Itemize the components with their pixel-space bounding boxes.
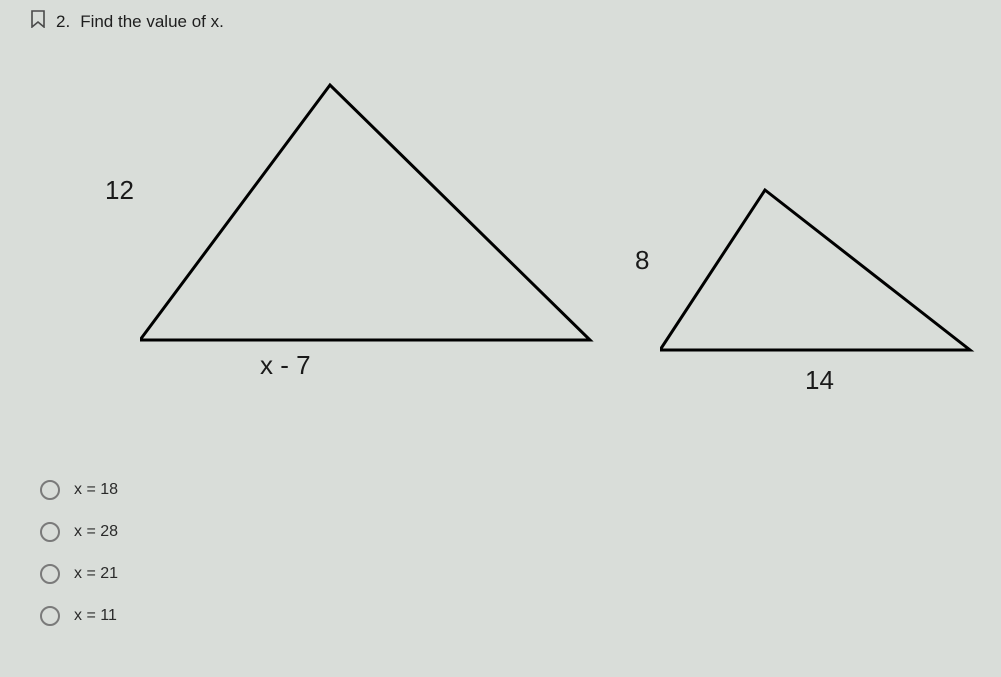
option-a[interactable]: x = 18 xyxy=(40,480,118,500)
bookmark-icon[interactable] xyxy=(30,10,46,33)
option-label: x = 28 xyxy=(74,523,118,541)
triangle-small-left-label: 8 xyxy=(635,245,649,276)
radio-icon xyxy=(40,564,60,584)
option-label: x = 11 xyxy=(74,607,117,625)
figure-area: 12 x - 7 8 14 xyxy=(60,50,980,440)
triangle-small-bottom-label: 14 xyxy=(805,365,834,396)
option-label: x = 18 xyxy=(74,481,118,499)
answer-options: x = 18 x = 28 x = 21 x = 11 xyxy=(40,480,118,626)
triangle-large xyxy=(140,70,600,350)
option-d[interactable]: x = 11 xyxy=(40,606,118,626)
option-b[interactable]: x = 28 xyxy=(40,522,118,542)
option-label: x = 21 xyxy=(74,565,118,583)
radio-icon xyxy=(40,606,60,626)
radio-icon xyxy=(40,522,60,542)
triangle-small xyxy=(660,180,980,360)
question-text: Find the value of x. xyxy=(80,12,224,32)
triangle-large-bottom-label: x - 7 xyxy=(260,350,311,381)
option-c[interactable]: x = 21 xyxy=(40,564,118,584)
triangle-large-left-label: 12 xyxy=(105,175,134,206)
question-number: 2. xyxy=(56,12,70,32)
radio-icon xyxy=(40,480,60,500)
question-header: 2. Find the value of x. xyxy=(30,10,224,33)
